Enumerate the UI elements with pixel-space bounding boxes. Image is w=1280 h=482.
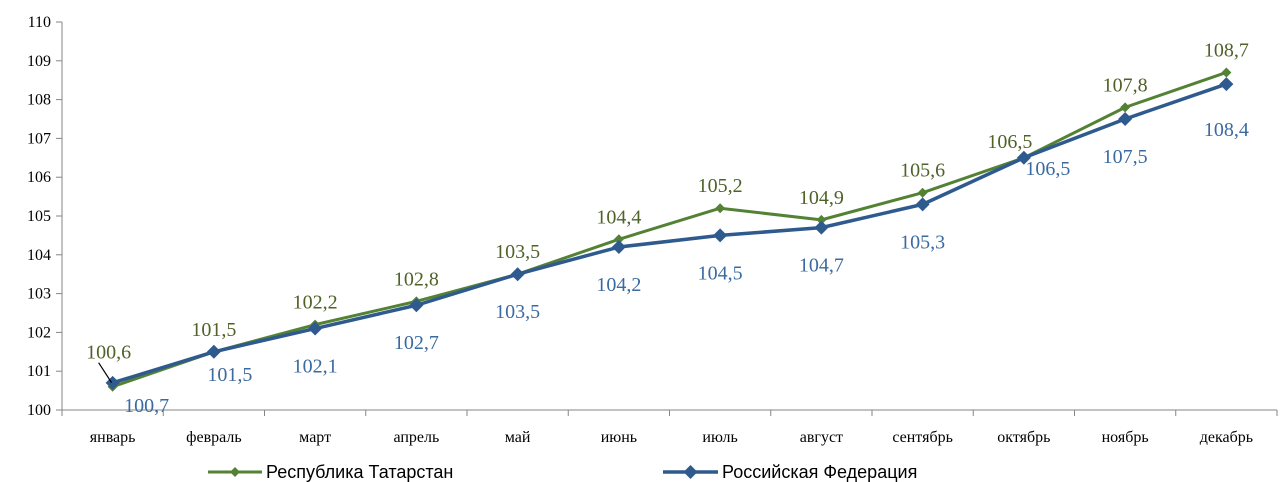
y-tick-label: 104 bbox=[27, 247, 51, 264]
x-tick-label: январь bbox=[90, 429, 136, 446]
series-2-data-label: 108,4 bbox=[1204, 119, 1249, 141]
series-1-marker bbox=[613, 234, 624, 245]
series-2-data-label: 102,7 bbox=[394, 332, 439, 354]
series-2-data-label: 102,1 bbox=[293, 356, 338, 378]
series-1-data-label: 104,4 bbox=[596, 206, 641, 228]
y-tick-label: 105 bbox=[27, 208, 51, 225]
series-1-data-label: 102,8 bbox=[394, 268, 439, 290]
label-leader-line bbox=[98, 362, 113, 384]
x-tick-label: декабрь bbox=[1200, 429, 1253, 446]
legend-marker-2 bbox=[683, 465, 698, 479]
y-tick-label: 101 bbox=[27, 363, 51, 380]
series-2-data-label: 104,5 bbox=[698, 262, 743, 284]
series-1-data-label: 106,5 bbox=[987, 131, 1032, 153]
legend: Республика Татарстан Российская Федерация bbox=[208, 462, 917, 482]
series-2-data-label: 107,5 bbox=[1103, 146, 1148, 168]
series-2-marker bbox=[915, 197, 930, 212]
series-2-marker bbox=[206, 344, 221, 359]
series-2-marker bbox=[1219, 77, 1234, 92]
y-tick-label: 106 bbox=[27, 169, 51, 186]
series-1-data-label: 104,9 bbox=[799, 187, 844, 209]
y-tick-label: 110 bbox=[28, 14, 51, 31]
y-tick-label: 102 bbox=[27, 324, 51, 341]
x-tick-label: март bbox=[299, 429, 331, 446]
y-tick-label: 100 bbox=[27, 402, 51, 419]
series-1-data-label: 100,6 bbox=[86, 342, 131, 364]
series-2-data-label: 100,7 bbox=[124, 395, 169, 417]
x-tick-label: август bbox=[800, 429, 843, 446]
x-tick-label: февраль bbox=[186, 429, 242, 446]
series-1-data-label: 103,5 bbox=[495, 241, 540, 263]
series-1-data-label: 102,2 bbox=[293, 292, 338, 314]
series-2-data-label: 104,7 bbox=[799, 255, 844, 277]
series-1-data-label: 107,8 bbox=[1103, 74, 1148, 96]
y-tick-label: 109 bbox=[27, 53, 51, 70]
x-tick-label: ноябрь bbox=[1102, 429, 1149, 446]
series-1-marker bbox=[917, 187, 928, 198]
series-2-marker bbox=[1118, 112, 1133, 126]
series-2-marker bbox=[510, 267, 525, 282]
series-lines bbox=[105, 67, 1234, 392]
series-2-data-label: 105,3 bbox=[900, 231, 945, 253]
series-1-marker bbox=[715, 203, 726, 214]
series-2-data-label: 104,2 bbox=[596, 274, 641, 296]
series-2-marker bbox=[611, 240, 626, 255]
series-line-2 bbox=[112, 82, 1227, 385]
series-1-data-label: 105,2 bbox=[698, 175, 743, 197]
series-2-marker bbox=[1016, 150, 1031, 165]
x-tick-label: июль bbox=[702, 429, 737, 446]
series-2-data-label: 106,5 bbox=[1025, 158, 1070, 180]
x-tick-label: сентябрь bbox=[892, 429, 953, 446]
series-2-marker bbox=[105, 375, 120, 390]
axes: 100 101 102 103 104 105 106 107 108 109 110 январь ф… bbox=[27, 14, 1278, 446]
series-2-data-label: 101,5 bbox=[207, 364, 252, 386]
series-1-data-label: 105,6 bbox=[900, 160, 945, 182]
y-tick-label: 108 bbox=[27, 92, 51, 109]
series-1-marker bbox=[1120, 102, 1131, 113]
x-tick-label: июнь bbox=[601, 429, 637, 446]
series-1-marker bbox=[816, 214, 827, 225]
data-labels: 100,6 101,5 102,2 102,8 103,5 104,4 105,2 104,9… bbox=[86, 39, 1249, 416]
y-tick-label: 107 bbox=[27, 130, 51, 147]
legend-label-1: Республика Татарстан bbox=[266, 462, 453, 482]
x-tick-label: октябрь bbox=[997, 429, 1050, 446]
legend-label-2: Российская Федерация bbox=[722, 462, 917, 482]
x-tick-label: май bbox=[505, 429, 531, 446]
x-tick-label: апрель bbox=[393, 429, 439, 446]
series-2-marker bbox=[713, 228, 728, 243]
series-1-data-label: 101,5 bbox=[191, 319, 236, 341]
series-2-marker bbox=[814, 220, 829, 235]
legend-marker-1 bbox=[230, 467, 240, 477]
y-tick-label: 103 bbox=[27, 286, 51, 303]
series-line-1 bbox=[112, 71, 1227, 389]
series-2-data-label: 103,5 bbox=[495, 301, 540, 323]
series-2-marker bbox=[308, 321, 323, 336]
series-1-data-label: 108,7 bbox=[1204, 39, 1249, 61]
series-1-marker bbox=[1221, 67, 1232, 78]
series-2-marker bbox=[409, 298, 424, 313]
